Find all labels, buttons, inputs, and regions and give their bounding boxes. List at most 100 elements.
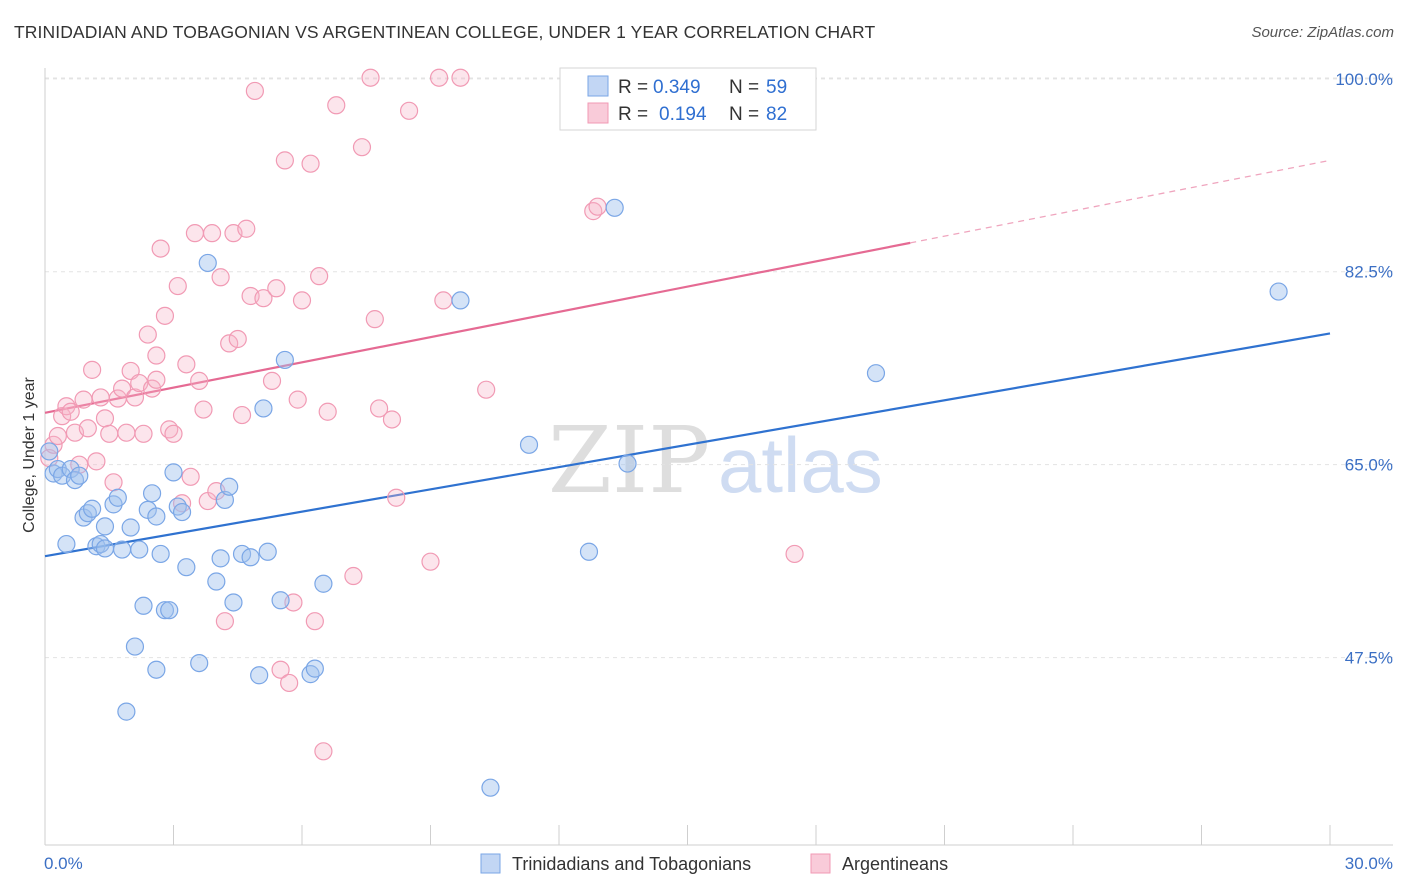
point-pink [429,68,449,87]
point-pink [318,402,337,421]
bottom-legend-swatch-pink [810,853,831,874]
point-pink [254,289,273,308]
point-pink [434,291,453,310]
point-blue [254,399,273,418]
point-pink [228,329,247,349]
point-pink [588,197,607,216]
legend-swatch-blue [587,75,609,97]
chart-title: TRINIDADIAN AND TOBAGONIAN VS ARGENTINEA… [14,22,876,42]
point-blue [70,466,89,485]
trend-line-extension-pink [910,159,1331,244]
point-blue [142,484,162,503]
point-blue [125,637,145,656]
point-pink [91,388,110,407]
point-blue [95,517,115,536]
point-pink [262,371,282,390]
x-tick-label-min: 0.0% [44,854,83,873]
point-pink [275,151,294,170]
legend-n-label-pink: N = [729,104,759,125]
point-pink [267,279,286,298]
point-pink [138,325,157,344]
legend-n-value-blue: 59 [766,77,787,98]
point-pink [155,306,175,325]
point-pink [125,388,145,407]
point-pink [177,355,196,374]
trend-line-pink [44,241,911,414]
point-blue [211,549,230,568]
point-pink [142,379,162,398]
point-blue [57,534,76,554]
point-pink [220,334,239,353]
point-blue [519,435,539,454]
point-pink [421,552,440,571]
point-pink [370,399,389,418]
x-tick-label-max: 30.0% [1345,854,1393,873]
point-blue [151,544,170,564]
point-pink [61,402,80,421]
point-blue [190,654,209,673]
point-blue [160,601,179,620]
point-pink [151,239,170,258]
point-pink [95,409,115,428]
y-tick-label: 82.5% [1345,263,1393,282]
point-pink [134,424,153,443]
legend-r-label-pink: R = [618,104,648,125]
y-tick-labels: 47.5% 65.0% 82.5% 100.0% [1335,70,1393,668]
point-pink [117,423,136,442]
point-pink [301,154,320,173]
point-blue [241,548,260,567]
point-blue [250,666,269,685]
bottom-legend-swatch-blue [480,853,501,874]
point-blue [275,350,294,370]
point-blue [147,507,166,526]
watermark-zip: ZIP [548,407,710,514]
point-blue [1269,282,1288,301]
point-pink [382,410,402,429]
point-pink [327,96,346,115]
point-pink [78,419,97,438]
point-pink [48,426,67,446]
point-pink [785,544,804,564]
legend-n-label-blue: N = [729,77,759,98]
point-pink [215,612,234,631]
point-pink [344,566,363,586]
y-tick-label: 47.5% [1345,649,1393,668]
point-pink [310,267,329,286]
point-pink [237,219,256,238]
legend-r-label-blue: R = [618,77,648,98]
point-blue [147,660,166,679]
point-blue [258,542,277,561]
point-pink [185,224,205,243]
point-pink [87,452,106,471]
source-label: Source: ZipAtlas.com [1251,24,1394,41]
y-tick-label: 65.0% [1345,456,1393,475]
point-blue [83,499,102,518]
point-pink [181,467,200,486]
point-blue [40,442,59,461]
y-tick-label: 100.0% [1335,70,1393,89]
point-pink [147,370,166,389]
axes [44,68,1393,846]
point-blue [618,454,637,473]
point-pink [271,660,290,679]
point-blue [95,539,115,558]
point-pink [100,424,119,443]
point-pink [147,346,166,365]
point-pink [194,400,213,419]
point-pink [288,390,307,409]
legend-swatch-pink [587,102,609,124]
point-blue [605,198,624,217]
point-blue [134,596,153,615]
point-blue [155,601,175,620]
trend-line-blue [44,332,1331,558]
point-blue [177,558,196,577]
point-pink [168,276,187,296]
point-pink [211,268,230,287]
point-pink [314,742,333,761]
point-blue [451,291,470,310]
bottom-legend-label-blue: Trinidadians and Tobagonians [512,854,751,874]
data-points [40,68,1288,797]
y-axis-label: College, Under 1 year [21,377,38,533]
point-pink [53,407,72,426]
point-pink [305,612,324,631]
